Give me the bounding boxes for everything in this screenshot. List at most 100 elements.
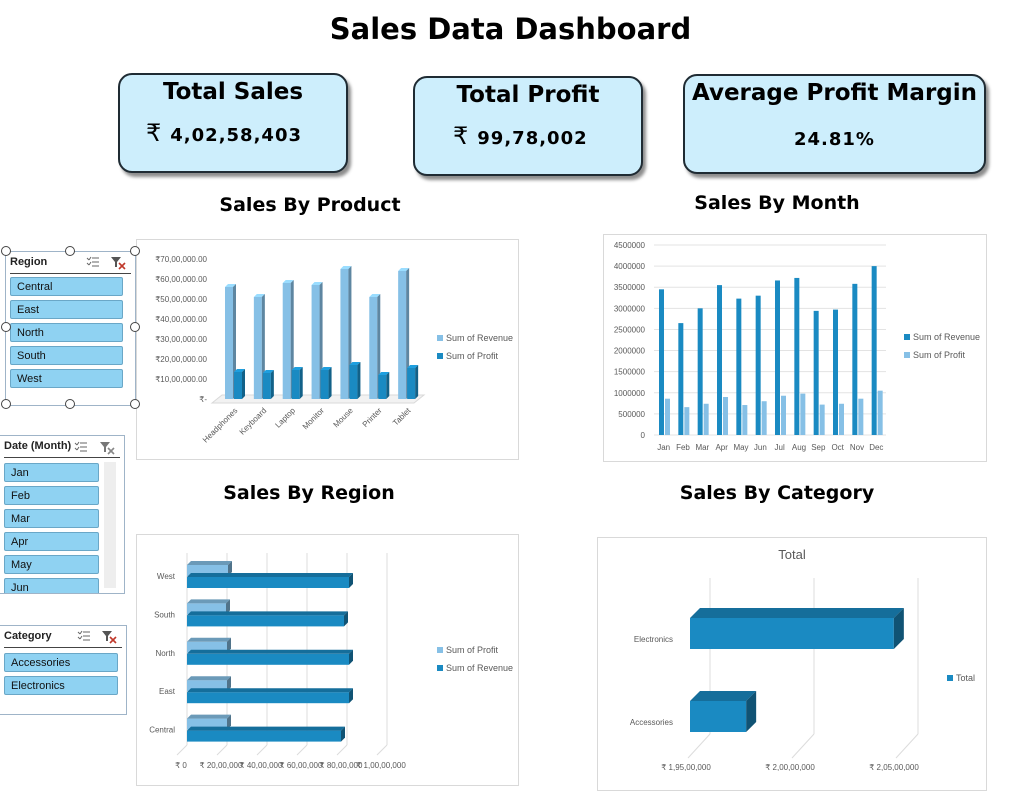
chart-sales-by-category[interactable]: Total ₹ 1,95,00,000 ₹ 2,00,00,000 ₹ 2,05,00… bbox=[597, 537, 987, 791]
profit-bar bbox=[187, 599, 230, 615]
legend-label: Sum of Revenue bbox=[446, 663, 513, 673]
y-tick-label: ₹70,00,000.00 bbox=[155, 255, 207, 264]
x-tick-label: Sep bbox=[811, 443, 826, 452]
resize-handle[interactable] bbox=[65, 399, 75, 409]
resize-handle[interactable] bbox=[130, 322, 140, 332]
profit-bar bbox=[703, 403, 709, 435]
profit-bar-front bbox=[378, 375, 387, 399]
profit-bar-front bbox=[187, 603, 226, 615]
x-tick-label: ₹ 80,00,000 bbox=[320, 761, 363, 770]
x-tick-label: ₹ 1,95,00,000 bbox=[661, 763, 711, 772]
slicer-region[interactable]: Region Central East North South West bbox=[5, 251, 136, 406]
chart-sales-by-region[interactable]: ₹ 0 ₹ 20,00,000 ₹ 40,00,000 ₹ 60,00,000 ₹ 80… bbox=[136, 534, 519, 786]
slicer-month-item[interactable]: Feb bbox=[4, 486, 99, 505]
profit-bar bbox=[877, 390, 883, 435]
profit-bar bbox=[407, 365, 419, 399]
y-tick-label: ₹- bbox=[199, 395, 207, 404]
revenue-bar bbox=[187, 611, 348, 627]
profit-bar-side bbox=[228, 561, 232, 576]
kpi-total-sales-title: Total Sales bbox=[162, 79, 304, 105]
revenue-bar bbox=[187, 726, 345, 742]
revenue-bar-top bbox=[398, 268, 410, 271]
legend-label: Sum of Revenue bbox=[913, 332, 980, 342]
revenue-bar-side bbox=[349, 573, 353, 588]
y-tick-label: Electronics bbox=[634, 635, 673, 644]
slicer-category[interactable]: Category Accessories Electronics bbox=[0, 625, 127, 715]
profit-bar bbox=[291, 367, 303, 399]
revenue-bar-side bbox=[349, 649, 353, 665]
revenue-bar-top bbox=[311, 282, 323, 285]
x-tick-label: ₹ 20,00,000 bbox=[200, 761, 243, 770]
clear-filter-icon[interactable] bbox=[101, 630, 117, 644]
profit-bar-front bbox=[187, 641, 227, 653]
profit-bar-top bbox=[234, 369, 245, 372]
resize-handle[interactable] bbox=[130, 246, 140, 256]
profit-bar-top bbox=[378, 372, 390, 375]
slicer-category-item[interactable]: Accessories bbox=[4, 653, 118, 672]
x-tick-label: Printer bbox=[361, 406, 384, 429]
x-tick-label: ₹ 0 bbox=[175, 761, 187, 770]
revenue-bar bbox=[187, 573, 353, 588]
clear-filter-icon[interactable] bbox=[110, 256, 126, 270]
multi-select-icon[interactable] bbox=[86, 256, 100, 268]
kpi-avg-margin: Average Profit Margin 24.81% bbox=[683, 74, 986, 174]
y-tick-label: ₹50,00,000.00 bbox=[155, 295, 207, 304]
slicer-region-item[interactable]: North bbox=[10, 323, 123, 342]
revenue-bar-side bbox=[377, 294, 381, 399]
multi-select-icon[interactable] bbox=[77, 630, 91, 642]
slicer-month-header: Date (Month) bbox=[4, 440, 72, 452]
revenue-bar-front bbox=[187, 730, 341, 742]
legend-label: Sum of Revenue bbox=[446, 333, 513, 343]
region-chart-svg: ₹ 0 ₹ 20,00,000₹ 40,00,000₹ 60,00,000₹ 80… bbox=[149, 553, 513, 770]
profit-bar bbox=[819, 404, 825, 435]
y-tick-label: Central bbox=[149, 726, 175, 735]
revenue-bar bbox=[717, 285, 722, 435]
slicer-month-item[interactable]: Jan bbox=[4, 463, 99, 482]
slicer-region-item[interactable]: Central bbox=[10, 277, 123, 296]
total-bar-side bbox=[893, 608, 904, 649]
revenue-bar-front bbox=[187, 653, 349, 665]
profit-bar-front bbox=[349, 365, 358, 399]
total-bar bbox=[690, 691, 757, 732]
profit-bar bbox=[665, 398, 670, 435]
profit-bar-top bbox=[349, 362, 361, 365]
revenue-bar bbox=[813, 310, 819, 435]
slicer-region-item[interactable]: South bbox=[10, 346, 123, 365]
revenue-bar-front bbox=[253, 297, 262, 399]
profit-bar-side bbox=[227, 714, 231, 730]
clear-filter-icon[interactable] bbox=[99, 441, 115, 455]
profit-bar-side bbox=[415, 365, 419, 399]
chart-sales-by-product[interactable]: ₹- ₹10,00,000.00 ₹20,00,000.00 ₹30,00,000.0… bbox=[136, 239, 519, 460]
resize-handle[interactable] bbox=[65, 246, 75, 256]
slicer-month-item[interactable]: Apr bbox=[4, 532, 99, 551]
multi-select-icon[interactable] bbox=[74, 441, 88, 453]
resize-handle[interactable] bbox=[1, 399, 11, 409]
x-tick-label: ₹ 2,05,00,000 bbox=[869, 763, 919, 772]
resize-handle[interactable] bbox=[1, 322, 11, 332]
kpi-avg-margin-value: 24.81% bbox=[794, 129, 875, 150]
slicer-region-item[interactable]: East bbox=[10, 300, 123, 319]
profit-bar-side bbox=[227, 637, 231, 653]
y-tick-label: East bbox=[159, 687, 176, 696]
revenue-bar-front bbox=[398, 271, 407, 399]
slicer-month-item[interactable]: Jun bbox=[4, 578, 99, 593]
slicer-category-item[interactable]: Electronics bbox=[4, 676, 118, 695]
profit-bar-side bbox=[299, 367, 303, 399]
revenue-bar bbox=[852, 283, 858, 435]
slicer-month-item[interactable]: May bbox=[4, 555, 99, 574]
slicer-month-item[interactable]: Mar bbox=[4, 509, 99, 528]
resize-handle[interactable] bbox=[1, 246, 11, 256]
total-bar-front bbox=[690, 701, 747, 732]
x-tick-label: Feb bbox=[676, 443, 690, 452]
gridline bbox=[376, 744, 388, 756]
x-tick-label: Keyboard bbox=[238, 406, 269, 437]
resize-handle[interactable] bbox=[130, 399, 140, 409]
slicer-month[interactable]: Date (Month) Jan Feb Mar Apr May Jun bbox=[0, 435, 125, 594]
x-tick-label: Nov bbox=[850, 443, 864, 452]
legend-swatch bbox=[947, 675, 953, 681]
slicer-region-item[interactable]: West bbox=[10, 369, 123, 388]
x-tick-label: Dec bbox=[869, 443, 883, 452]
slicer-month-scrollbar[interactable] bbox=[104, 462, 116, 588]
chart-sales-by-month[interactable]: 0 500000 1000000 1500000 2000000 2500000 30000… bbox=[603, 234, 987, 462]
profit-bar bbox=[187, 561, 232, 576]
